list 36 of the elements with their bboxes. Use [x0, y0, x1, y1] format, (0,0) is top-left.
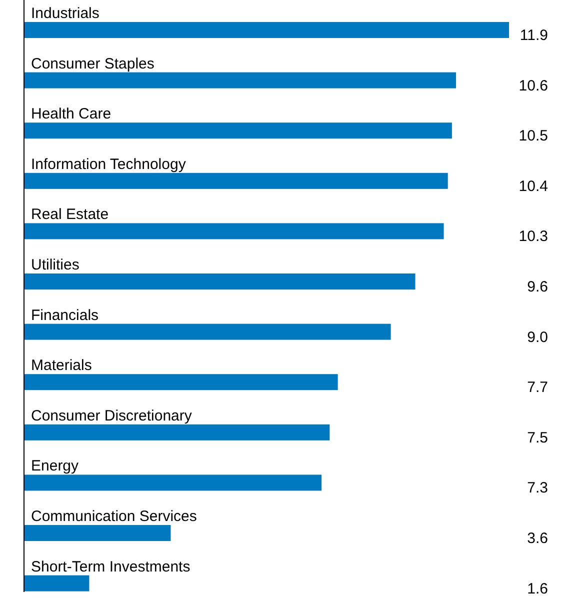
y-tick-label: Health Care	[31, 106, 112, 123]
y-tick-label: Real Estate	[31, 206, 109, 224]
bar	[24, 22, 509, 38]
data-label: 10.3	[518, 228, 548, 246]
y-tick-label: Communication Services	[31, 508, 197, 525]
bar	[24, 274, 416, 290]
bar	[24, 474, 322, 491]
data-label: 10.6	[518, 77, 548, 94]
data-label: 11.9	[520, 27, 548, 44]
y-tick-label: Information Technology	[31, 156, 186, 173]
y-tick-label: Consumer Discretionary	[31, 407, 192, 424]
bar	[24, 172, 448, 189]
y-tick-label: Short-Term Investments	[31, 558, 190, 576]
y-tick-label: Industrials	[31, 5, 100, 22]
y-tick-label: Energy	[31, 458, 80, 475]
bar	[24, 525, 171, 541]
y-tick-label: Consumer Staples	[31, 55, 154, 72]
data-label: 10.5	[518, 128, 548, 145]
bar	[24, 374, 338, 390]
data-label: 9.6	[527, 278, 548, 296]
bar	[24, 424, 330, 440]
data-label: 3.6	[527, 530, 548, 547]
bar	[24, 122, 452, 139]
data-label: 7.3	[527, 480, 548, 497]
data-label: 7.5	[527, 429, 548, 446]
data-label: 10.4	[518, 178, 548, 195]
bar	[24, 72, 456, 88]
data-label: 9.0	[527, 328, 548, 346]
y-tick-label: Financials	[31, 306, 99, 324]
bar	[24, 223, 444, 240]
y-tick-label: Materials	[31, 357, 92, 374]
y-tick-label: Utilities	[31, 256, 80, 274]
data-label: 1.6	[527, 580, 548, 598]
bar	[24, 324, 391, 340]
bar	[24, 575, 90, 592]
data-label: 7.7	[527, 379, 548, 396]
